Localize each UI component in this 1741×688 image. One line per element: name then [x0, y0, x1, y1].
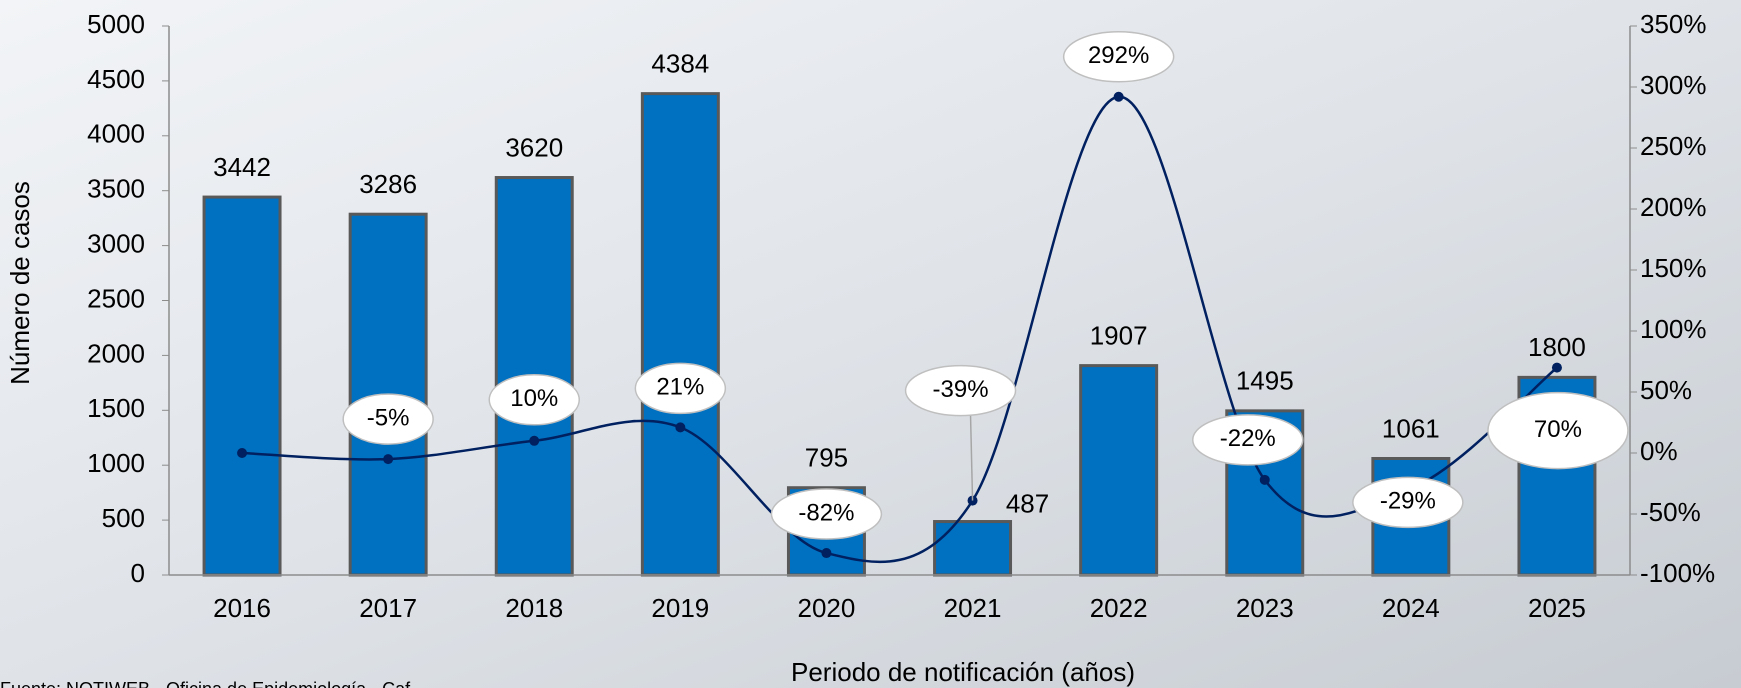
- bar-value-label: 487: [1006, 488, 1049, 518]
- line-point: [1114, 92, 1124, 102]
- bar-value-label: 3286: [359, 169, 417, 199]
- y-tick-label: 3500: [87, 174, 145, 204]
- line-point: [1552, 363, 1562, 373]
- chart: Número de casos Periodo de notificación …: [0, 0, 1741, 688]
- bar: [642, 94, 718, 575]
- line-point: [383, 454, 393, 464]
- y-axis-title: Número de casos: [5, 181, 35, 385]
- bar-value-label: 1495: [1236, 366, 1294, 396]
- line-value-label: -39%: [933, 376, 989, 403]
- y-tick-label: 2000: [87, 338, 145, 368]
- x-tick-label: 2018: [505, 593, 563, 623]
- y2-tick-label: 250%: [1640, 131, 1707, 161]
- x-tick-label: 2025: [1528, 593, 1586, 623]
- y-tick-label: 0: [131, 558, 145, 588]
- x-tick-label: 2020: [798, 593, 856, 623]
- x-tick-label: 2016: [213, 593, 271, 623]
- y-tick-label: 4000: [87, 119, 145, 149]
- line-point: [237, 448, 247, 458]
- y-tick-label: 1500: [87, 393, 145, 423]
- y2-tick-label: 100%: [1640, 314, 1707, 344]
- x-axis-title: Periodo de notificación (años): [791, 657, 1135, 687]
- y2-tick-label: 50%: [1640, 375, 1692, 405]
- bar: [204, 197, 280, 575]
- bar: [935, 522, 1011, 575]
- line-value-label: -5%: [367, 404, 410, 431]
- y2-tick-label: -50%: [1640, 497, 1701, 527]
- x-tick-label: 2019: [651, 593, 709, 623]
- line-point: [675, 422, 685, 432]
- y2-tick-label: 300%: [1640, 70, 1707, 100]
- line-value-label: 21%: [656, 374, 704, 401]
- bar-value-label: 4384: [651, 49, 709, 79]
- y-tick-label: 5000: [87, 9, 145, 39]
- bar-value-label: 1800: [1528, 332, 1586, 362]
- x-tick-label: 2022: [1090, 593, 1148, 623]
- line-value-label: 10%: [510, 385, 558, 412]
- line-value-label: -29%: [1380, 488, 1436, 515]
- bar: [1081, 366, 1157, 575]
- line-value-label: 292%: [1088, 42, 1149, 69]
- line-point: [821, 548, 831, 558]
- y2-tick-label: -100%: [1640, 558, 1715, 588]
- y2-tick-label: 200%: [1640, 192, 1707, 222]
- x-tick-label: 2021: [944, 593, 1002, 623]
- bar-value-label: 3442: [213, 152, 271, 182]
- line-value-label: 70%: [1534, 416, 1582, 443]
- y-tick-label: 500: [102, 503, 145, 533]
- bar-value-label: 795: [805, 443, 848, 473]
- y-tick-label: 2500: [87, 283, 145, 313]
- bar-value-label: 1061: [1382, 413, 1440, 443]
- y2-tick-label: 150%: [1640, 253, 1707, 283]
- y-tick-label: 1000: [87, 448, 145, 478]
- bar-value-label: 3620: [505, 132, 563, 162]
- y2-tick-label: 0%: [1640, 436, 1678, 466]
- line-point: [529, 436, 539, 446]
- bar-value-label: 1907: [1090, 320, 1148, 350]
- y-tick-label: 4500: [87, 64, 145, 94]
- line-value-label: -82%: [798, 499, 854, 526]
- x-tick-label: 2024: [1382, 593, 1440, 623]
- y-tick-label: 3000: [87, 228, 145, 258]
- line-point: [1260, 475, 1270, 485]
- line-value-label: -22%: [1220, 425, 1276, 452]
- x-tick-label: 2017: [359, 593, 417, 623]
- source-note: Fuente: NOTIWEB - Oficina de Epidemiolog…: [0, 679, 411, 688]
- x-tick-label: 2023: [1236, 593, 1294, 623]
- y2-tick-label: 350%: [1640, 9, 1707, 39]
